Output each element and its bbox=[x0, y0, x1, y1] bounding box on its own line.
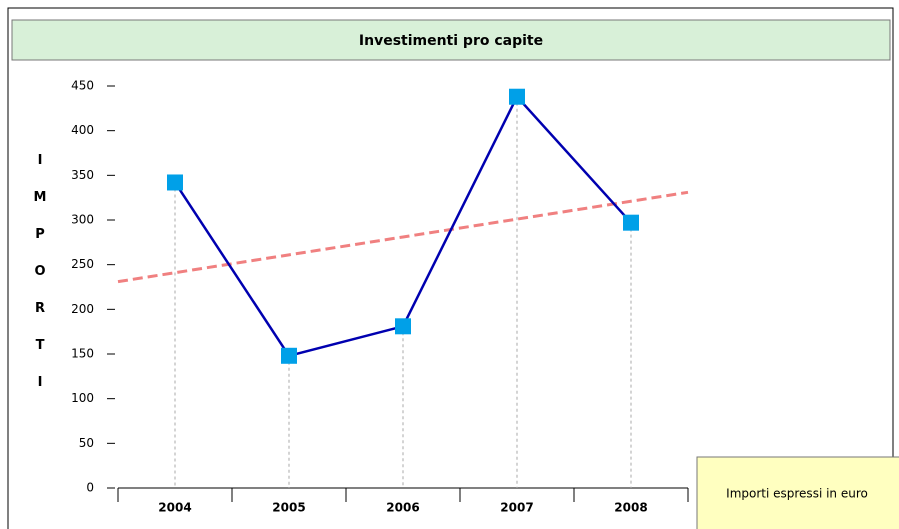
y-axis-label-letter: M bbox=[34, 190, 47, 205]
y-tick-label: 50 bbox=[79, 436, 94, 450]
x-tick-label: 2007 bbox=[500, 501, 533, 515]
data-marker bbox=[509, 88, 525, 105]
y-axis-label-letter: R bbox=[35, 301, 45, 316]
y-tick-label: 200 bbox=[71, 302, 94, 316]
y-axis-label: I M P O R T I bbox=[34, 153, 47, 390]
y-tick-label: 100 bbox=[71, 391, 94, 405]
note-box bbox=[696, 456, 899, 529]
y-tick-label: 400 bbox=[71, 123, 94, 137]
x-tick-label: 2008 bbox=[614, 501, 647, 515]
title-box bbox=[11, 19, 891, 61]
x-tick-label: 2005 bbox=[272, 501, 305, 515]
y-tick-label: 250 bbox=[71, 257, 94, 271]
x-tick-label: 2004 bbox=[158, 501, 191, 515]
y-tick-label: 300 bbox=[71, 213, 94, 227]
note: Importi espressi in euro bbox=[726, 487, 868, 501]
y-tick-label: 150 bbox=[71, 347, 94, 361]
x-tick-label: 2006 bbox=[386, 501, 419, 515]
data-marker bbox=[395, 318, 411, 335]
y-axis-label-letter: I bbox=[38, 375, 43, 390]
y-tick-label: 450 bbox=[71, 79, 94, 93]
data-marker bbox=[623, 214, 639, 231]
frame bbox=[7, 7, 894, 529]
chart-title: Investimenti pro capite bbox=[359, 33, 543, 49]
y-axis-label-letter: T bbox=[36, 338, 45, 353]
y-axis-label-letter: I bbox=[38, 153, 43, 168]
y-tick-label: 350 bbox=[71, 168, 94, 182]
data-marker bbox=[281, 347, 297, 364]
trend-line bbox=[117, 190, 689, 284]
y-axis-label-letter: O bbox=[34, 264, 45, 279]
data-marker bbox=[167, 174, 183, 191]
y-axis-label-letter: P bbox=[35, 227, 45, 242]
y-tick-label: 0 bbox=[86, 481, 94, 495]
